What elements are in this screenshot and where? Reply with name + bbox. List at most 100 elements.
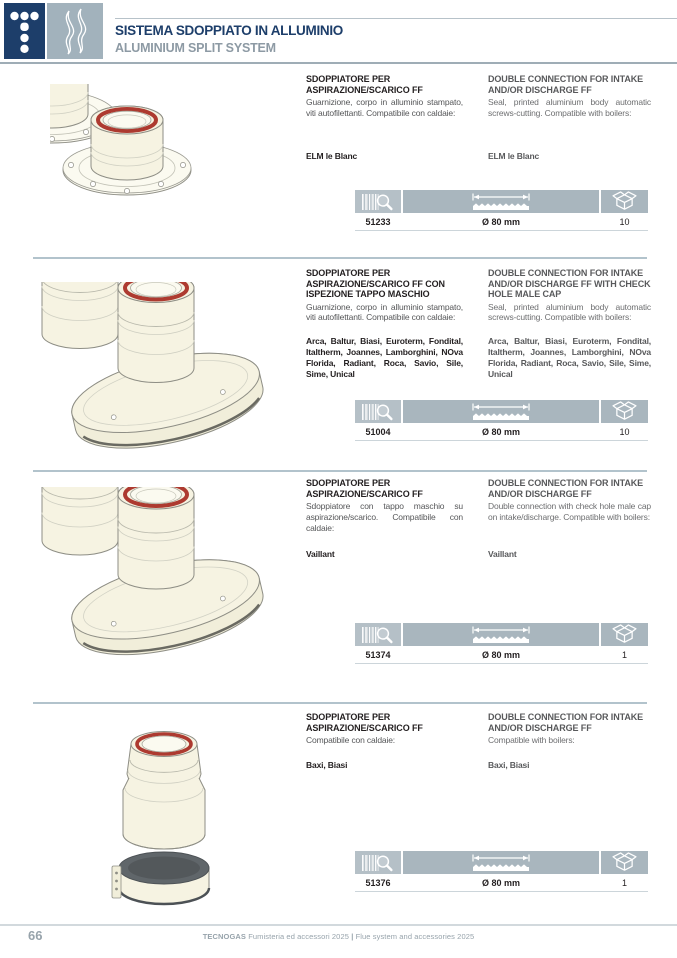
spec-table: 51233 Ø 80 mm 10 xyxy=(355,190,648,231)
spec-table-values: 51004 Ø 80 mm 10 xyxy=(355,423,648,441)
package-quantity: 10 xyxy=(619,426,630,437)
code-header-cell xyxy=(355,851,401,874)
compatible-boilers-en: ELM le Blanc xyxy=(488,151,540,161)
package-header-cell xyxy=(601,190,648,213)
diameter-header-cell xyxy=(403,623,599,646)
product-description-it: Guarnizione, corpo in alluminio stampato… xyxy=(306,97,463,118)
ruler-measure-icon xyxy=(472,853,530,872)
product-description-en: Seal, printed aluminium body automatic s… xyxy=(488,97,651,118)
section-divider xyxy=(33,257,647,259)
package-header-cell xyxy=(601,623,648,646)
product-title-en: DOUBLE CONNECTION FOR INTAKE AND/OR DISC… xyxy=(488,478,644,499)
page-title-italian: SISTEMA SDOPPIATO IN ALLUMINIO xyxy=(115,23,344,38)
product-illustration-two-flanged-connectors xyxy=(50,84,265,239)
spec-table: 51004 Ø 80 mm 10 xyxy=(355,400,648,441)
barcode-magnifier-icon xyxy=(360,853,393,872)
footer-separator: | xyxy=(351,932,354,941)
package-header-cell xyxy=(601,851,648,874)
product-3-english-column: DOUBLE CONNECTION FOR INTAKE AND/OR DISC… xyxy=(488,478,651,559)
barcode-magnifier-icon xyxy=(360,402,393,421)
diameter-header-cell xyxy=(403,851,599,874)
tecnogas-logo xyxy=(4,3,45,59)
code-header-cell xyxy=(355,400,401,423)
spec-table-values: 51233 Ø 80 mm 10 xyxy=(355,213,648,231)
spec-table: 51376 Ø 80 mm 1 xyxy=(355,851,648,892)
product-code: 51374 xyxy=(365,649,391,660)
product-illustration-double-connector xyxy=(38,487,286,662)
spec-table-values: 51374 Ø 80 mm 1 xyxy=(355,646,648,664)
product-title-it: SDOPPIATORE PER ASPIRAZIONE/SCARICO FF xyxy=(306,74,423,95)
code-header-cell xyxy=(355,623,401,646)
open-box-icon xyxy=(612,624,637,643)
section-divider xyxy=(33,702,647,704)
footer-brand: TECNOGAS xyxy=(202,932,247,941)
open-box-icon xyxy=(612,852,637,871)
barcode-magnifier-icon xyxy=(360,192,393,211)
product-2-english-column: DOUBLE CONNECTION FOR INTAKE AND/OR DISC… xyxy=(488,268,651,379)
product-title-en: DOUBLE CONNECTION FOR INTAKE AND/OR DISC… xyxy=(488,712,644,733)
spec-table-values: 51376 Ø 80 mm 1 xyxy=(355,874,648,892)
ruler-measure-icon xyxy=(472,192,530,211)
product-1-english-column: DOUBLE CONNECTION FOR INTAKE AND/OR DISC… xyxy=(488,74,651,161)
spec-table-header xyxy=(355,190,648,213)
compatible-boilers-en: Baxi, Biasi xyxy=(488,760,530,770)
product-diameter: Ø 80 mm xyxy=(481,216,521,227)
diameter-header-cell xyxy=(403,190,599,213)
diameter-header-cell xyxy=(403,400,599,423)
package-quantity: 10 xyxy=(619,216,630,227)
ruler-measure-icon xyxy=(472,625,530,644)
page-number: 66 xyxy=(28,928,43,943)
product-description-it: Sdoppiatore con tappo maschio su aspiraz… xyxy=(306,501,463,533)
code-header-cell xyxy=(355,190,401,213)
open-box-icon xyxy=(612,191,637,210)
compatible-boilers-it: Vaillant xyxy=(306,549,335,559)
product-description-en: Compatible with boilers: xyxy=(488,735,575,745)
package-header-cell xyxy=(601,400,648,423)
product-3-italian-column: SDOPPIATORE PER ASPIRAZIONE/SCARICO FF S… xyxy=(306,478,463,559)
compatible-boilers-it: ELM le Blanc xyxy=(306,151,358,161)
compatible-boilers-en: Arca, Baltur, Biasi, Euroterm, Fondital,… xyxy=(488,336,651,379)
page-title-english: ALUMINIUM SPLIT SYSTEM xyxy=(115,41,276,55)
spec-table: 51374 Ø 80 mm 1 xyxy=(355,623,648,664)
product-description-it: Compatibile con caldaie: xyxy=(306,735,396,745)
footer-text-english: Flue system and accessories 2025 xyxy=(355,932,475,941)
product-diameter: Ø 80 mm xyxy=(481,649,521,660)
ruler-measure-icon xyxy=(472,402,530,421)
compatible-boilers-it: Arca, Baltur, Biasi, Euroterm, Fondital,… xyxy=(306,336,463,379)
product-diameter: Ø 80 mm xyxy=(481,877,521,888)
product-description-en: Double connection with check hole male c… xyxy=(488,501,651,522)
package-quantity: 1 xyxy=(621,649,627,660)
barcode-magnifier-icon xyxy=(360,625,393,644)
tecnogas-dots-t-icon xyxy=(10,11,39,53)
product-1-italian-column: SDOPPIATORE PER ASPIRAZIONE/SCARICO FF G… xyxy=(306,74,463,161)
product-4-italian-column: SDOPPIATORE PER ASPIRAZIONE/SCARICO FF C… xyxy=(306,712,463,770)
product-title-it: SDOPPIATORE PER ASPIRAZIONE/SCARICO FF C… xyxy=(306,268,445,299)
product-illustration-double-connector xyxy=(38,282,286,454)
compatible-boilers-it: Baxi, Biasi xyxy=(306,760,348,770)
package-quantity: 1 xyxy=(621,877,627,888)
header-top-rule xyxy=(115,18,677,19)
product-description-it: Guarnizione, corpo in alluminio stampato… xyxy=(306,301,463,323)
footer-text-italian: Fumisteria ed accessori 2025 xyxy=(248,932,349,941)
product-2-italian-column: SDOPPIATORE PER ASPIRAZIONE/SCARICO FF C… xyxy=(306,268,463,379)
flame-smoke-icon xyxy=(65,8,87,55)
product-title-en: DOUBLE CONNECTION FOR INTAKE AND/OR DISC… xyxy=(488,74,644,95)
section-divider xyxy=(33,470,647,472)
product-title-en: DOUBLE CONNECTION FOR INTAKE AND/OR DISC… xyxy=(488,268,651,299)
product-diameter: Ø 80 mm xyxy=(481,426,521,437)
spec-table-header xyxy=(355,400,648,423)
product-title-it: SDOPPIATORE PER ASPIRAZIONE/SCARICO FF xyxy=(306,478,423,499)
footer-rule xyxy=(0,924,677,926)
product-code: 51233 xyxy=(365,216,391,227)
flue-logo xyxy=(47,3,103,59)
footer-caption: TECNOGAS Fumisteria ed accessori 2025 | … xyxy=(0,932,677,941)
product-title-it: SDOPPIATORE PER ASPIRAZIONE/SCARICO FF xyxy=(306,712,423,733)
product-4-english-column: DOUBLE CONNECTION FOR INTAKE AND/OR DISC… xyxy=(488,712,651,770)
product-code: 51376 xyxy=(365,877,391,888)
open-box-icon xyxy=(612,401,637,420)
spec-table-header xyxy=(355,623,648,646)
compatible-boilers-en: Vaillant xyxy=(488,549,517,559)
product-illustration-adapter-clamp xyxy=(110,729,211,906)
spec-table-header xyxy=(355,851,648,874)
